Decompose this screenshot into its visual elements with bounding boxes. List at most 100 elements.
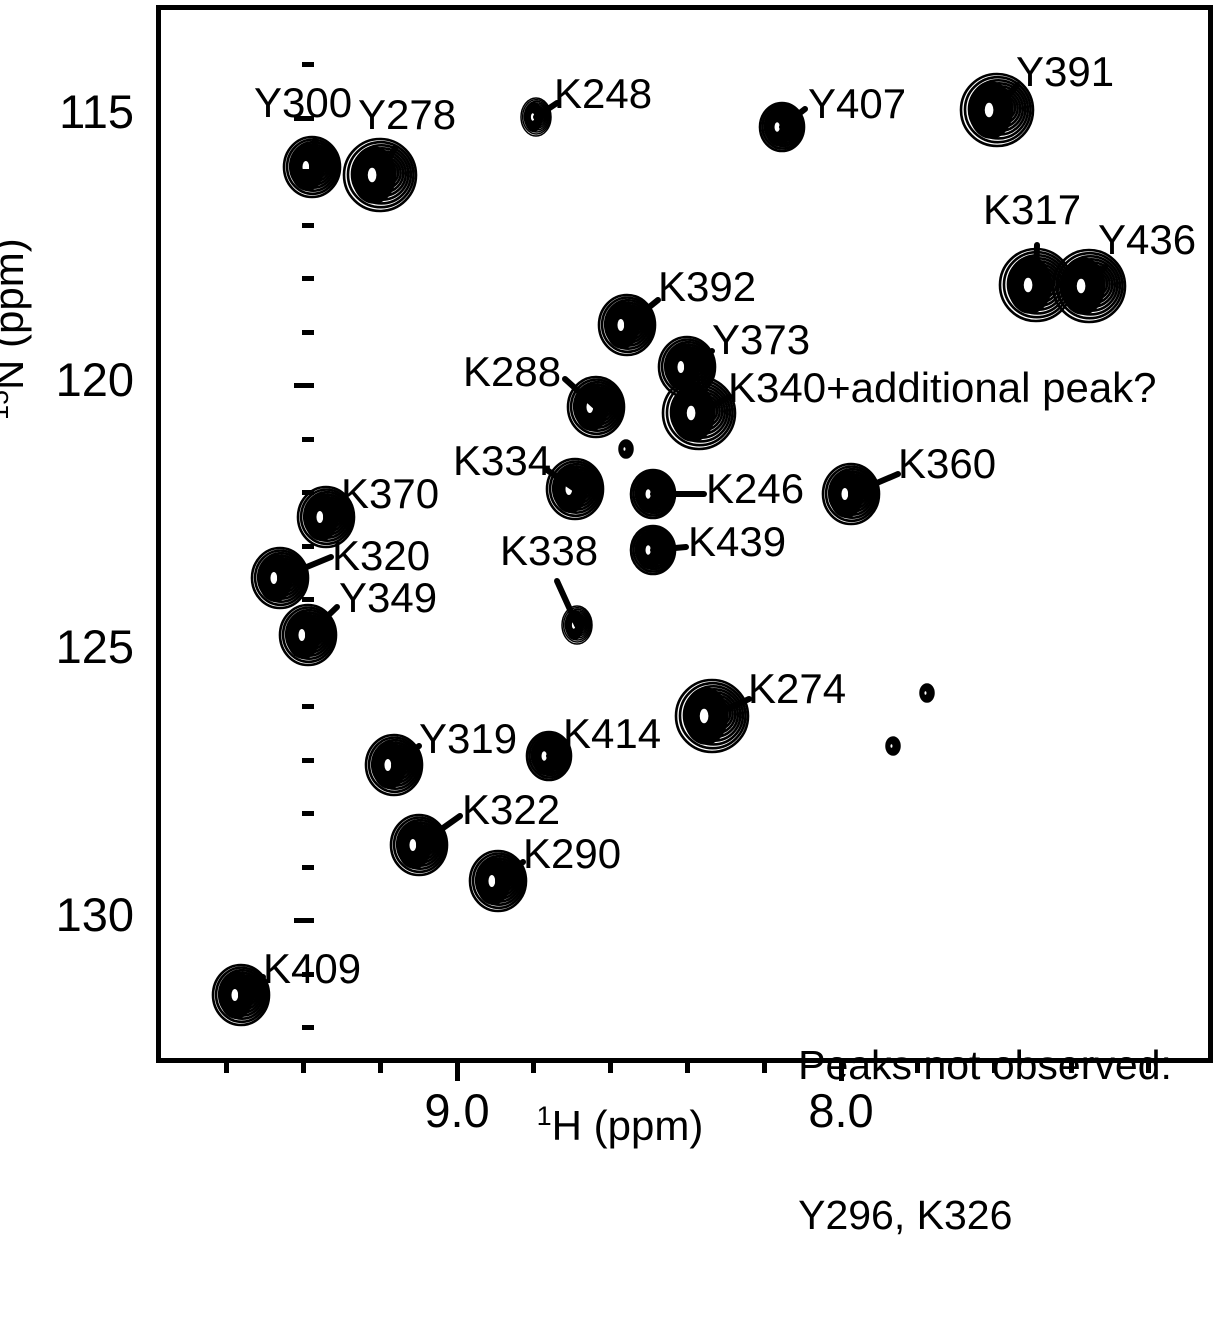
contour-peak-K340 xyxy=(661,375,737,451)
leader-line-K274 xyxy=(709,696,752,719)
y-axis-minor-tick xyxy=(302,757,314,763)
contour-peak-K248 xyxy=(520,97,552,137)
leader-line-K322 xyxy=(416,813,463,848)
x-axis-title: 1H (ppm) xyxy=(537,1102,704,1149)
contour-peak-K322 xyxy=(389,813,449,877)
x-axis-title-superscript: 1 xyxy=(536,1101,552,1131)
peak-label-K274: K274 xyxy=(748,665,847,712)
peak-label-K246: K246 xyxy=(706,465,805,512)
peak-label-Y300: Y300 xyxy=(254,79,353,126)
x-axis-minor-tick xyxy=(992,1061,998,1073)
contour-peak-K409 xyxy=(211,963,271,1027)
y-axis-title-superscript: 15 xyxy=(0,389,14,420)
contour-peak-K338 xyxy=(561,605,593,645)
peak-label-K320: K320 xyxy=(332,532,431,579)
peak-label-Y349: Y349 xyxy=(339,574,438,621)
contour-peak-unlabeled xyxy=(618,439,634,459)
y-axis-minor-tick xyxy=(302,62,314,67)
x-axis-minor-tick xyxy=(1068,1061,1074,1073)
peak-label-Y407: Y407 xyxy=(808,80,907,127)
y-axis-minor-tick xyxy=(302,543,314,549)
peaks-not-observed-note: Peaks not observed: Y296, K326 xyxy=(798,940,1172,1340)
contour-peak-K317 xyxy=(998,247,1074,323)
peak-label-K340: K340+additional peak? xyxy=(728,364,1157,411)
x-axis-minor-tick xyxy=(761,1061,767,1073)
leader-line-Y391 xyxy=(994,82,1020,113)
y-axis-tick-label: 120 xyxy=(55,352,134,406)
contour-peak-K320 xyxy=(250,546,310,610)
peak-label-Y278: Y278 xyxy=(358,91,457,138)
peak-label-K288: K288 xyxy=(463,348,562,395)
contour-peak-K360 xyxy=(821,462,881,526)
leader-line-K360 xyxy=(848,471,901,497)
x-axis-minor-tick xyxy=(377,1061,383,1073)
leader-line-Y278 xyxy=(377,145,398,178)
y-axis-tick-label: 130 xyxy=(55,887,134,941)
leader-line-K370 xyxy=(323,500,345,520)
contour-peak-K288 xyxy=(566,375,626,439)
peak-label-K360: K360 xyxy=(898,440,997,487)
leader-line-Y373 xyxy=(684,348,715,370)
y-axis-major-tick xyxy=(294,115,314,121)
contour-peak-Y349 xyxy=(278,603,338,667)
x-axis-tick-label: 8.0 xyxy=(808,1084,874,1137)
peak-label-K334: K334 xyxy=(453,437,552,484)
peak-label-K290: K290 xyxy=(523,830,622,877)
x-axis-title-text: H (ppm) xyxy=(551,1102,704,1149)
leader-line-Y319 xyxy=(391,743,422,768)
y-axis-minor-tick xyxy=(302,490,314,495)
y-axis-minor-tick xyxy=(302,597,314,602)
x-axis-major-tick xyxy=(454,1061,460,1081)
contour-peak-unlabeled xyxy=(919,683,935,703)
x-axis-minor-tick xyxy=(300,1061,306,1073)
peak-label-K392: K392 xyxy=(658,263,757,310)
leader-line-K290 xyxy=(495,859,526,884)
x-axis-minor-tick xyxy=(915,1061,921,1073)
contour-peak-K290 xyxy=(468,849,528,913)
leader-line-K439 xyxy=(650,544,689,553)
leader-line-Y407 xyxy=(779,106,808,130)
contour-peaks-layer xyxy=(211,72,1127,1027)
y-axis-title: 15N (ppm) xyxy=(0,20,32,420)
x-axis-minor-tick xyxy=(531,1061,537,1073)
leader-line-Y300 xyxy=(309,137,318,170)
leader-line-K338 xyxy=(554,578,580,628)
contour-peak-K274 xyxy=(674,678,750,754)
peak-label-Y373: Y373 xyxy=(712,316,811,363)
x-axis-minor-tick xyxy=(224,1061,230,1073)
y-axis-minor-tick xyxy=(302,169,314,174)
y-axis-major-tick xyxy=(294,650,314,656)
peak-label-K414: K414 xyxy=(563,710,662,757)
contour-peak-Y407 xyxy=(758,101,806,153)
peak-label-Y319: Y319 xyxy=(419,715,518,762)
x-axis-tick-label: 9.0 xyxy=(424,1084,490,1137)
peak-label-K439: K439 xyxy=(688,518,787,565)
y-axis-minor-tick xyxy=(302,436,314,442)
peak-label-K409: K409 xyxy=(263,945,362,992)
leader-line-Y349 xyxy=(305,604,340,638)
contour-peak-K392 xyxy=(597,293,657,357)
peak-label-K317: K317 xyxy=(983,186,1082,233)
x-axis-minor-tick xyxy=(1145,1061,1151,1073)
x-axis-major-tick xyxy=(838,1061,844,1081)
peaks-not-observed-line-1: Peaks not observed: xyxy=(798,1042,1172,1088)
y-axis-minor-tick xyxy=(302,222,314,228)
y-axis-tick-label: 115 xyxy=(59,85,134,138)
contour-peak-unlabeled xyxy=(885,736,901,756)
contour-peak-Y300 xyxy=(282,135,342,199)
contour-peak-K334 xyxy=(545,457,605,521)
peak-label-K370: K370 xyxy=(341,470,440,517)
y-axis-minor-tick xyxy=(302,276,314,281)
peak-label-K322: K322 xyxy=(462,786,561,833)
leader-line-K288 xyxy=(562,376,599,410)
y-axis-minor-tick xyxy=(302,704,314,709)
peak-label-K248: K248 xyxy=(554,70,653,117)
leader-line-K317 xyxy=(1033,242,1040,288)
y-axis-minor-tick xyxy=(302,1025,314,1030)
peak-label-Y436: Y436 xyxy=(1098,216,1197,263)
leader-line-K320 xyxy=(277,554,334,581)
contour-peak-K439 xyxy=(629,524,677,576)
leader-lines-layer xyxy=(238,82,1108,998)
y-axis-title-text: N (ppm) xyxy=(0,238,32,390)
